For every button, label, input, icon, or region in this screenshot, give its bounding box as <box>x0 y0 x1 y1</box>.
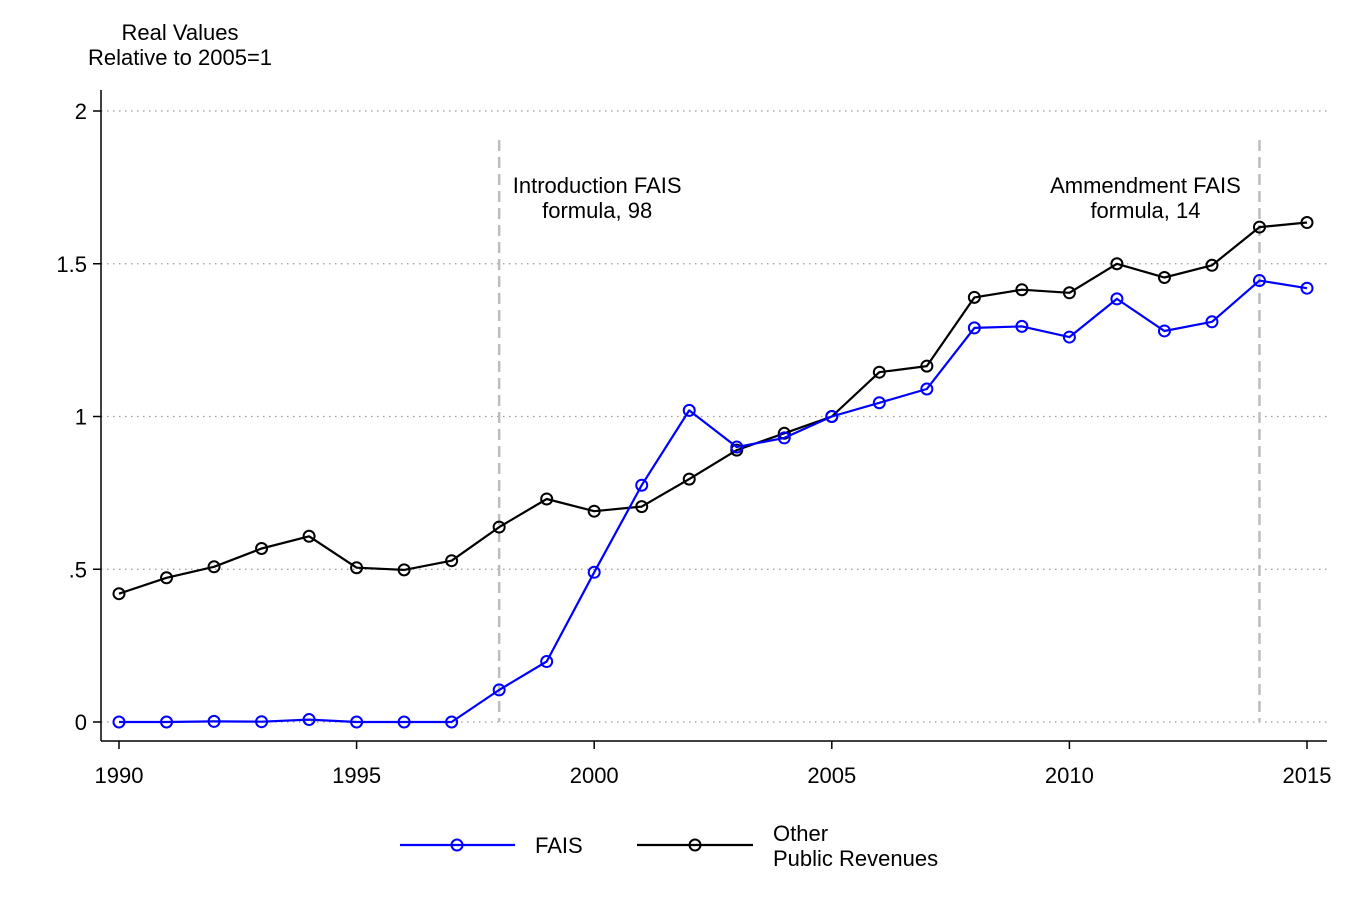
data-point <box>350 561 364 575</box>
data-point <box>587 565 601 579</box>
data-point <box>1252 274 1266 288</box>
data-point <box>207 714 221 728</box>
data-point <box>112 587 126 601</box>
data-point <box>1157 324 1171 338</box>
data-point <box>1110 292 1124 306</box>
data-point <box>1110 257 1124 271</box>
x-tick-label: 1990 <box>95 763 144 788</box>
legend-label-fais: FAIS <box>535 833 583 858</box>
data-point <box>1300 216 1314 230</box>
y-tick-label: 1.5 <box>56 252 87 277</box>
y-axis-title-line-1: Real Values <box>122 20 239 45</box>
reference-line-label: formula, 98 <box>542 198 652 223</box>
legend-marker-fais <box>450 838 464 852</box>
y-tick-label: 1 <box>75 405 87 430</box>
data-point <box>492 683 506 697</box>
data-point <box>920 359 934 373</box>
legend-marker-other <box>688 838 702 852</box>
x-tick-label: 2010 <box>1045 763 1094 788</box>
data-point <box>350 715 364 729</box>
data-point <box>255 541 269 555</box>
series-line-other-public-revenues <box>118 221 1308 595</box>
axes: 0 .5 1 1.5 2 1990 1995 2000 2005 2010 2015 <box>56 90 1331 788</box>
y-tick-label: .5 <box>69 557 87 582</box>
data-point <box>397 563 411 577</box>
data-point <box>825 410 839 423</box>
series <box>112 216 1314 729</box>
series-line-fais <box>119 279 1308 724</box>
x-tick-label: 2005 <box>807 763 856 788</box>
data-point <box>635 500 649 514</box>
data-point <box>445 715 459 729</box>
data-point <box>967 290 981 304</box>
data-point <box>1062 330 1076 344</box>
data-point <box>445 554 459 568</box>
data-point <box>872 396 886 410</box>
data-point <box>587 504 601 518</box>
reference-line-label: Introduction FAIS <box>513 173 682 198</box>
data-point <box>1015 283 1029 297</box>
legend-label-other: Other <box>773 821 828 846</box>
data-point <box>540 492 554 506</box>
x-tick-label: 2015 <box>1283 763 1332 788</box>
data-point <box>1015 319 1029 333</box>
legend-label-other: Public Revenues <box>773 846 938 871</box>
data-point <box>207 560 221 574</box>
data-point <box>492 520 506 534</box>
y-tick-label: 2 <box>75 99 87 124</box>
data-point <box>777 431 791 445</box>
data-point <box>255 715 269 729</box>
data-point <box>160 715 174 729</box>
data-point <box>160 571 174 585</box>
data-point <box>1062 286 1076 300</box>
y-tick-label: 0 <box>75 710 87 735</box>
data-point <box>302 529 316 543</box>
data-point <box>682 472 696 486</box>
data-point <box>397 715 411 729</box>
data-point <box>1300 281 1314 295</box>
data-point <box>1205 258 1219 272</box>
reference-line-label: formula, 14 <box>1090 198 1200 223</box>
data-point <box>682 403 696 417</box>
data-point <box>1252 220 1266 234</box>
data-point <box>112 715 126 729</box>
data-point <box>872 365 886 379</box>
gridlines <box>101 110 1327 723</box>
data-point <box>1157 270 1171 284</box>
y-axis-title-line-2: Relative to 2005=1 <box>88 45 272 70</box>
reference-line-label: Ammendment FAIS <box>1050 173 1241 198</box>
data-point <box>540 655 554 669</box>
x-tick-label: 2000 <box>570 763 619 788</box>
data-point <box>635 478 649 492</box>
data-point <box>302 713 316 727</box>
data-point <box>730 440 744 454</box>
data-point <box>1205 315 1219 329</box>
data-point <box>920 382 934 396</box>
x-tick-label: 1995 <box>332 763 381 788</box>
data-point <box>967 321 981 335</box>
